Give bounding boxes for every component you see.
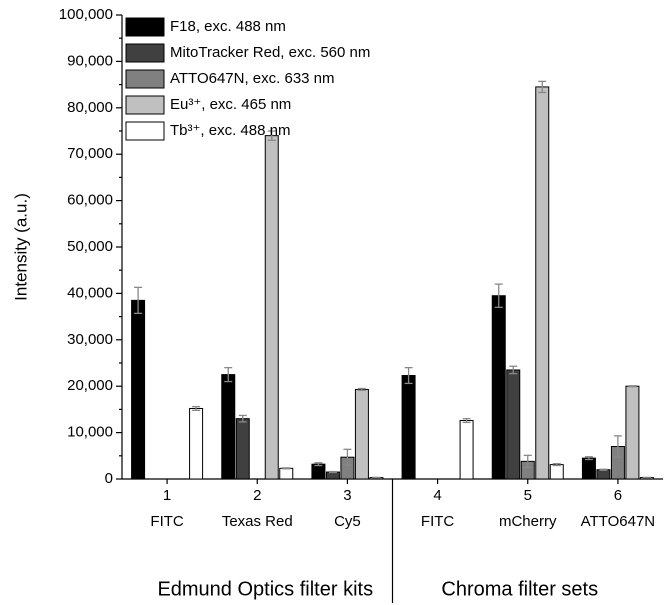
x-tick-label: Texas Red — [222, 513, 293, 530]
x-tick-id: 4 — [433, 487, 441, 504]
legend-label: Eu³⁺, exc. 465 nm — [170, 96, 291, 113]
y-tick-label: 50,000 — [67, 238, 113, 255]
x-tick-id: 1 — [163, 487, 171, 504]
bar — [459, 420, 474, 480]
legend-swatch — [125, 95, 165, 115]
bar — [549, 464, 564, 480]
legend-swatch — [125, 17, 165, 37]
x-tick-id: 6 — [614, 487, 622, 504]
y-tick-label: 80,000 — [67, 99, 113, 116]
y-tick-label: 10,000 — [67, 424, 113, 441]
y-tick-label: 60,000 — [67, 192, 113, 209]
x-tick-label: FITC — [421, 513, 454, 530]
bar — [235, 418, 250, 480]
y-tick-label: 0 — [105, 470, 113, 487]
legend-label: MitoTracker Red, exc. 560 nm — [170, 44, 370, 61]
bar — [221, 374, 236, 480]
x-tick-label: FITC — [150, 513, 183, 530]
bar — [401, 375, 416, 480]
x-tick-label: Cy5 — [334, 513, 361, 530]
legend-swatch — [125, 69, 165, 89]
y-axis-title: Intensity (a.u.) — [11, 193, 30, 301]
bar — [131, 299, 146, 480]
bar — [596, 469, 611, 480]
bar — [354, 388, 369, 480]
bar — [189, 407, 204, 480]
legend-swatch — [125, 121, 165, 141]
x-tick-id: 2 — [253, 487, 261, 504]
y-tick-label: 20,000 — [67, 377, 113, 394]
legend-label: ATTO647N, exc. 633 nm — [170, 70, 335, 87]
bar — [535, 86, 550, 480]
bar — [491, 295, 506, 480]
y-tick-label: 90,000 — [67, 52, 113, 69]
legend-label: Tb³⁺, exc. 488 nm — [170, 122, 290, 139]
y-tick-label: 40,000 — [67, 284, 113, 301]
y-tick-label: 70,000 — [67, 145, 113, 162]
y-tick-label: 100,000 — [59, 6, 113, 23]
bar — [264, 135, 279, 480]
x-tick-label: mCherry — [499, 513, 557, 530]
bar — [311, 463, 326, 480]
group-label: Chroma filter sets — [441, 578, 598, 600]
x-tick-label: ATTO647N — [581, 513, 655, 530]
legend-label: F18, exc. 488 nm — [170, 18, 286, 35]
bar — [279, 467, 294, 480]
group-label: Edmund Optics filter kits — [157, 578, 373, 600]
bar — [506, 369, 521, 480]
bar — [581, 457, 596, 480]
x-tick-id: 3 — [343, 487, 351, 504]
bar — [625, 385, 640, 480]
legend-swatch — [125, 43, 165, 63]
y-tick-label: 30,000 — [67, 331, 113, 348]
x-tick-id: 5 — [524, 487, 532, 504]
